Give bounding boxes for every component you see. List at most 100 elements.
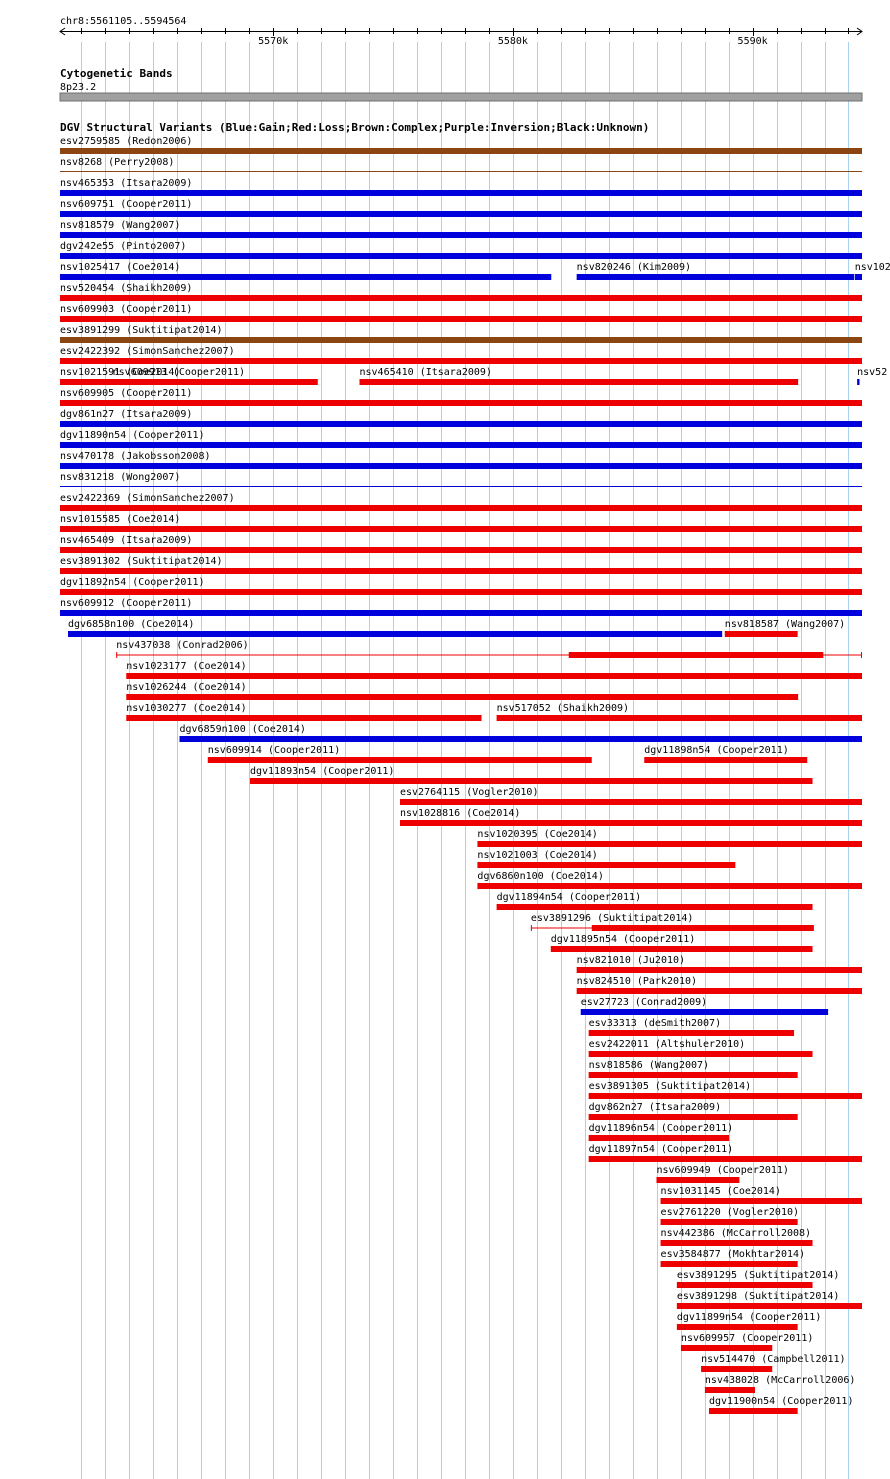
variant-esv3891298[interactable]: esv3891298 (Suktitipat2014) bbox=[676, 1291, 862, 1309]
cytoband-bar[interactable] bbox=[59, 92, 863, 102]
variant-nsv8268[interactable]: nsv8268 (Perry2008) bbox=[60, 157, 862, 172]
variant-label: esv3891295 (Suktitipat2014) bbox=[677, 1270, 840, 1281]
position-ruler[interactable]: 5570k 5580k 5590k bbox=[59, 27, 863, 47]
variant-label: nsv1025417 (Coe2014) bbox=[60, 262, 180, 273]
variant-nsv1023177[interactable]: nsv1023177 (Coe2014) bbox=[126, 661, 862, 679]
variant-esv3891305[interactable]: esv3891305 (Suktitipat2014) bbox=[588, 1081, 862, 1099]
variant-esv3584877[interactable]: esv3584877 (Mokhtar2014) bbox=[660, 1249, 806, 1267]
variant-nsv1028816[interactable]: nsv1028816 (Coe2014) bbox=[400, 808, 862, 826]
variant-esv2422011[interactable]: esv2422011 (Altshuler2010) bbox=[588, 1039, 813, 1057]
variant-dgv862n27[interactable]: dgv862n27 (Itsara2009) bbox=[588, 1102, 798, 1120]
variant-esv2764115[interactable]: esv2764115 (Vogler2010) bbox=[400, 787, 862, 805]
variant-nsv824510[interactable]: nsv824510 (Park2010) bbox=[576, 976, 862, 994]
variant-dgv11897n54[interactable]: dgv11897n54 (Cooper2011) bbox=[588, 1144, 862, 1162]
variant-esv2422392[interactable]: esv2422392 (SimonSanchez2007) bbox=[60, 346, 862, 364]
variant-nsv609913[interactable]: nsv609913 (Cooper2011) bbox=[112, 367, 318, 385]
variant-nsv517052[interactable]: nsv517052 (Shaikh2009) bbox=[496, 703, 862, 721]
variant-nsv465353[interactable]: nsv465353 (Itsara2009) bbox=[60, 178, 862, 196]
variant-nsv465410[interactable]: nsv465410 (Itsara2009) bbox=[359, 367, 799, 385]
variant-nsv442386[interactable]: nsv442386 (McCarroll2008) bbox=[660, 1228, 813, 1246]
variant-bar bbox=[576, 274, 854, 280]
variant-dgv6858n100[interactable]: dgv6858n100 (Coe2014) bbox=[68, 619, 723, 637]
variant-esv2422369[interactable]: esv2422369 (SimonSanchez2007) bbox=[60, 493, 862, 511]
variant-nsv437038[interactable]: nsv437038 (Conrad2006) bbox=[116, 640, 862, 658]
variant-label: nsv609913 (Cooper2011) bbox=[113, 367, 245, 378]
variant-nsv1021003[interactable]: nsv1021003 (Coe2014) bbox=[477, 850, 736, 868]
variant-bar bbox=[60, 253, 862, 259]
variant-bar bbox=[660, 1219, 798, 1225]
variant-nsv1030277[interactable]: nsv1030277 (Coe2014) bbox=[126, 703, 482, 721]
variant-nsv609949[interactable]: nsv609949 (Cooper2011) bbox=[656, 1165, 789, 1183]
variant-bar bbox=[660, 1198, 862, 1204]
variant-dgv861n27[interactable]: dgv861n27 (Itsara2009) bbox=[60, 409, 862, 427]
variant-nsv520454[interactable]: nsv520454 (Shaikh2009) bbox=[60, 283, 862, 301]
variant-bar bbox=[112, 379, 318, 385]
variant-bar bbox=[724, 631, 798, 637]
variant-nsv1025417[interactable]: nsv1025417 (Coe2014) bbox=[60, 262, 552, 280]
variant-bar bbox=[60, 547, 862, 553]
variant-dgv11894n54[interactable]: dgv11894n54 (Cooper2011) bbox=[496, 892, 813, 910]
variant-label: dgv11898n54 (Cooper2011) bbox=[644, 745, 789, 756]
variant-nsv609914[interactable]: nsv609914 (Cooper2011) bbox=[207, 745, 592, 763]
variant-nsv818587[interactable]: nsv818587 (Wang2007) bbox=[724, 619, 845, 637]
variant-dgv11893n54[interactable]: dgv11893n54 (Cooper2011) bbox=[249, 766, 813, 784]
variant-dgv11892n54[interactable]: dgv11892n54 (Cooper2011) bbox=[60, 577, 862, 595]
variant-nsv465409[interactable]: nsv465409 (Itsara2009) bbox=[60, 535, 862, 553]
variant-esv3891296[interactable]: esv3891296 (Suktitipat2014) bbox=[530, 913, 814, 931]
variant-nsv818579[interactable]: nsv818579 (Wang2007) bbox=[60, 220, 862, 238]
variant-nsv438028[interactable]: nsv438028 (McCarroll2006) bbox=[704, 1375, 856, 1393]
variant-bar bbox=[60, 442, 862, 448]
variant-nsv609751[interactable]: nsv609751 (Cooper2011) bbox=[60, 199, 862, 217]
variant-nsv609957[interactable]: nsv609957 (Cooper2011) bbox=[680, 1333, 813, 1351]
variant-nsv102[interactable]: nsv102 bbox=[854, 262, 890, 280]
variant-dgv11900n54[interactable]: dgv11900n54 (Cooper2011) bbox=[708, 1396, 854, 1414]
variant-nsv609905[interactable]: nsv609905 (Cooper2011) bbox=[60, 388, 862, 406]
variant-nsv831218[interactable]: nsv831218 (Wong2007) bbox=[60, 472, 862, 487]
variant-nsv609912[interactable]: nsv609912 (Cooper2011) bbox=[60, 598, 862, 616]
variant-esv2761220[interactable]: esv2761220 (Vogler2010) bbox=[660, 1207, 799, 1225]
variant-bar bbox=[249, 778, 813, 784]
variant-bar bbox=[60, 171, 862, 172]
variant-dgv11899n54[interactable]: dgv11899n54 (Cooper2011) bbox=[676, 1312, 822, 1330]
variant-esv3891295[interactable]: esv3891295 (Suktitipat2014) bbox=[676, 1270, 840, 1288]
variant-nsv514470[interactable]: nsv514470 (Campbell2011) bbox=[701, 1354, 846, 1372]
variant-nsv820246[interactable]: nsv820246 (Kim2009) bbox=[576, 262, 854, 280]
variant-label: nsv520454 (Shaikh2009) bbox=[60, 283, 192, 294]
variant-nsv609903[interactable]: nsv609903 (Cooper2011) bbox=[60, 304, 862, 322]
variant-bar bbox=[359, 379, 799, 385]
variant-dgv11898n54[interactable]: dgv11898n54 (Cooper2011) bbox=[644, 745, 808, 763]
variant-bar bbox=[477, 862, 736, 868]
variant-bar bbox=[644, 757, 808, 763]
variant-bar bbox=[701, 1366, 773, 1372]
variant-bar bbox=[60, 400, 862, 406]
cytoband-8p23.2[interactable] bbox=[59, 92, 863, 102]
variant-label: nsv1020395 (Coe2014) bbox=[477, 829, 597, 840]
variant-esv2759585[interactable]: esv2759585 (Redon2006) bbox=[60, 136, 862, 154]
variant-nsv1026244[interactable]: nsv1026244 (Coe2014) bbox=[126, 682, 799, 700]
variant-nsv1021591[interactable]: nsv1021591 (Coe2014) bbox=[60, 367, 180, 385]
variant-esv33313[interactable]: esv33313 (deSmith2007) bbox=[588, 1018, 795, 1036]
variant-bar bbox=[60, 486, 862, 487]
variant-esv27723[interactable]: esv27723 (Conrad2009) bbox=[580, 997, 829, 1015]
variant-bar bbox=[400, 820, 862, 826]
variant-label: dgv11896n54 (Cooper2011) bbox=[589, 1123, 734, 1134]
variant-nsv818586[interactable]: nsv818586 (Wang2007) bbox=[588, 1060, 798, 1078]
variant-esv3891302[interactable]: esv3891302 (Suktitipat2014) bbox=[60, 556, 862, 574]
variant-esv3891299[interactable]: esv3891299 (Suktitipat2014) bbox=[60, 325, 862, 343]
variant-nsv1015585[interactable]: nsv1015585 (Coe2014) bbox=[60, 514, 862, 532]
variant-dgv11890n54[interactable]: dgv11890n54 (Cooper2011) bbox=[60, 430, 862, 448]
variant-nsv821010[interactable]: nsv821010 (Ju2010) bbox=[576, 955, 862, 973]
variant-label: esv2764115 (Vogler2010) bbox=[400, 787, 538, 798]
variant-dgv6860n100[interactable]: dgv6860n100 (Coe2014) bbox=[477, 871, 862, 889]
variant-nsv1020395[interactable]: nsv1020395 (Coe2014) bbox=[477, 829, 862, 847]
variant-nsv1031145[interactable]: nsv1031145 (Coe2014) bbox=[660, 1186, 862, 1204]
variant-nsv52[interactable]: nsv52 bbox=[857, 367, 887, 385]
variant-dgv11896n54[interactable]: dgv11896n54 (Cooper2011) bbox=[588, 1123, 734, 1141]
variant-bar bbox=[60, 463, 862, 469]
variant-nsv470178[interactable]: nsv470178 (Jakobsson2008) bbox=[60, 451, 862, 469]
variant-dgv6859n100[interactable]: dgv6859n100 (Coe2014) bbox=[179, 724, 862, 742]
region-label: chr8:5561105..5594564 bbox=[60, 16, 186, 27]
variant-label: dgv11894n54 (Cooper2011) bbox=[497, 892, 642, 903]
variant-dgv242e55[interactable]: dgv242e55 (Pinto2007) bbox=[60, 241, 862, 259]
variant-dgv11895n54[interactable]: dgv11895n54 (Cooper2011) bbox=[550, 934, 813, 952]
